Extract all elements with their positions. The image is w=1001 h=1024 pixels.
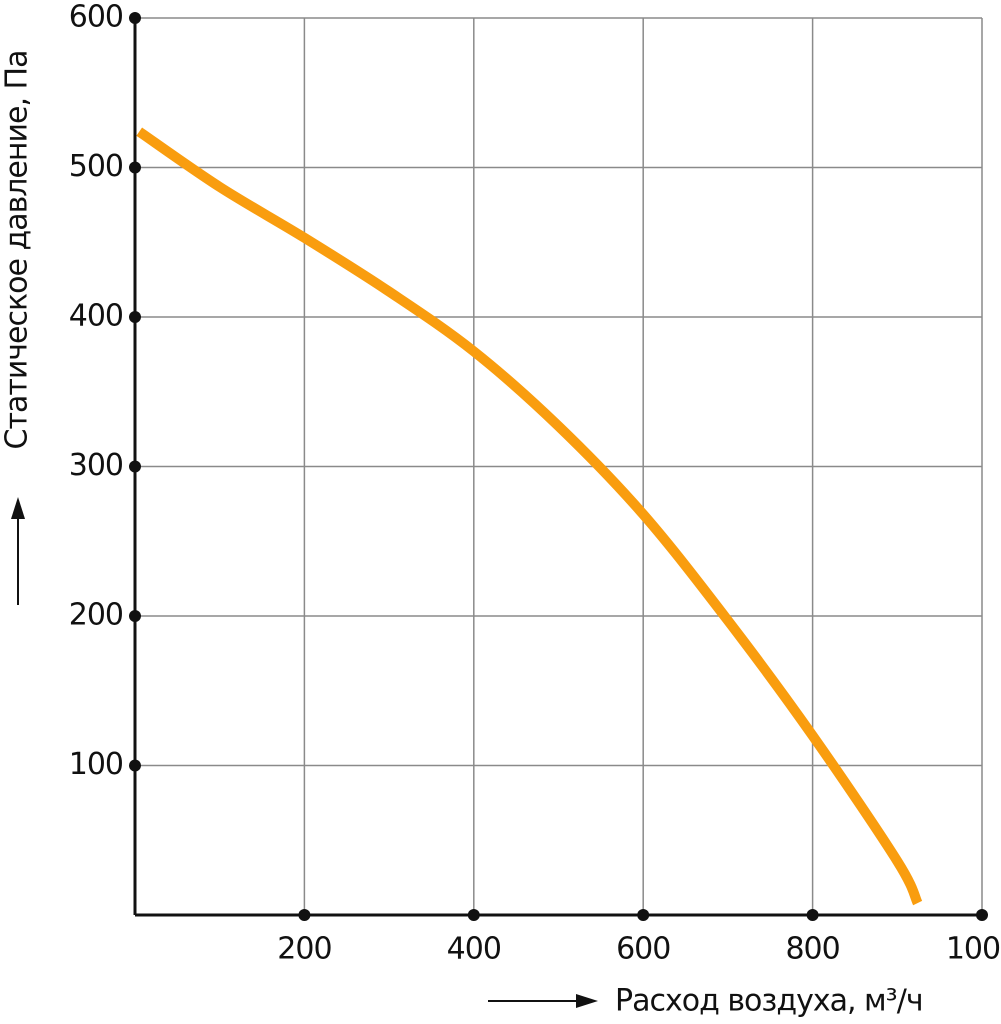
x-tick-dot (806, 909, 819, 921)
y-tick-dot (129, 161, 141, 174)
x-axis-label: Расход воздуха, м³/ч (615, 984, 923, 1019)
x-arrow (488, 994, 598, 1008)
y-tick-dot (129, 610, 141, 622)
y-tick-label: 300 (69, 448, 123, 483)
x-tick-label: 400 (447, 932, 501, 967)
y-tick-dot (129, 12, 141, 24)
x-tick-dot (637, 909, 650, 921)
x-tick-dot (976, 909, 988, 921)
x-tick-label: 600 (616, 932, 670, 967)
y-tick-label: 500 (69, 149, 123, 184)
y-tick-label: 600 (69, 0, 123, 35)
y-axis-label: Статическое давление, Па (0, 51, 35, 450)
curve (136, 127, 923, 906)
x-tick-dot (298, 909, 311, 921)
x-tick-label: 200 (277, 932, 331, 967)
y-tick-dot (129, 460, 141, 473)
y-tick-label: 200 (69, 598, 123, 633)
x-tick-label: 1000 (946, 932, 1001, 967)
y-tick-dot (129, 759, 141, 772)
y-arrow (11, 497, 25, 605)
x-tick-label: 800 (785, 932, 839, 967)
y-tick-label: 400 (69, 299, 123, 334)
x-tick-dot (467, 909, 480, 921)
y-tick-label: 100 (69, 747, 123, 782)
y-tick-dot (129, 311, 141, 323)
